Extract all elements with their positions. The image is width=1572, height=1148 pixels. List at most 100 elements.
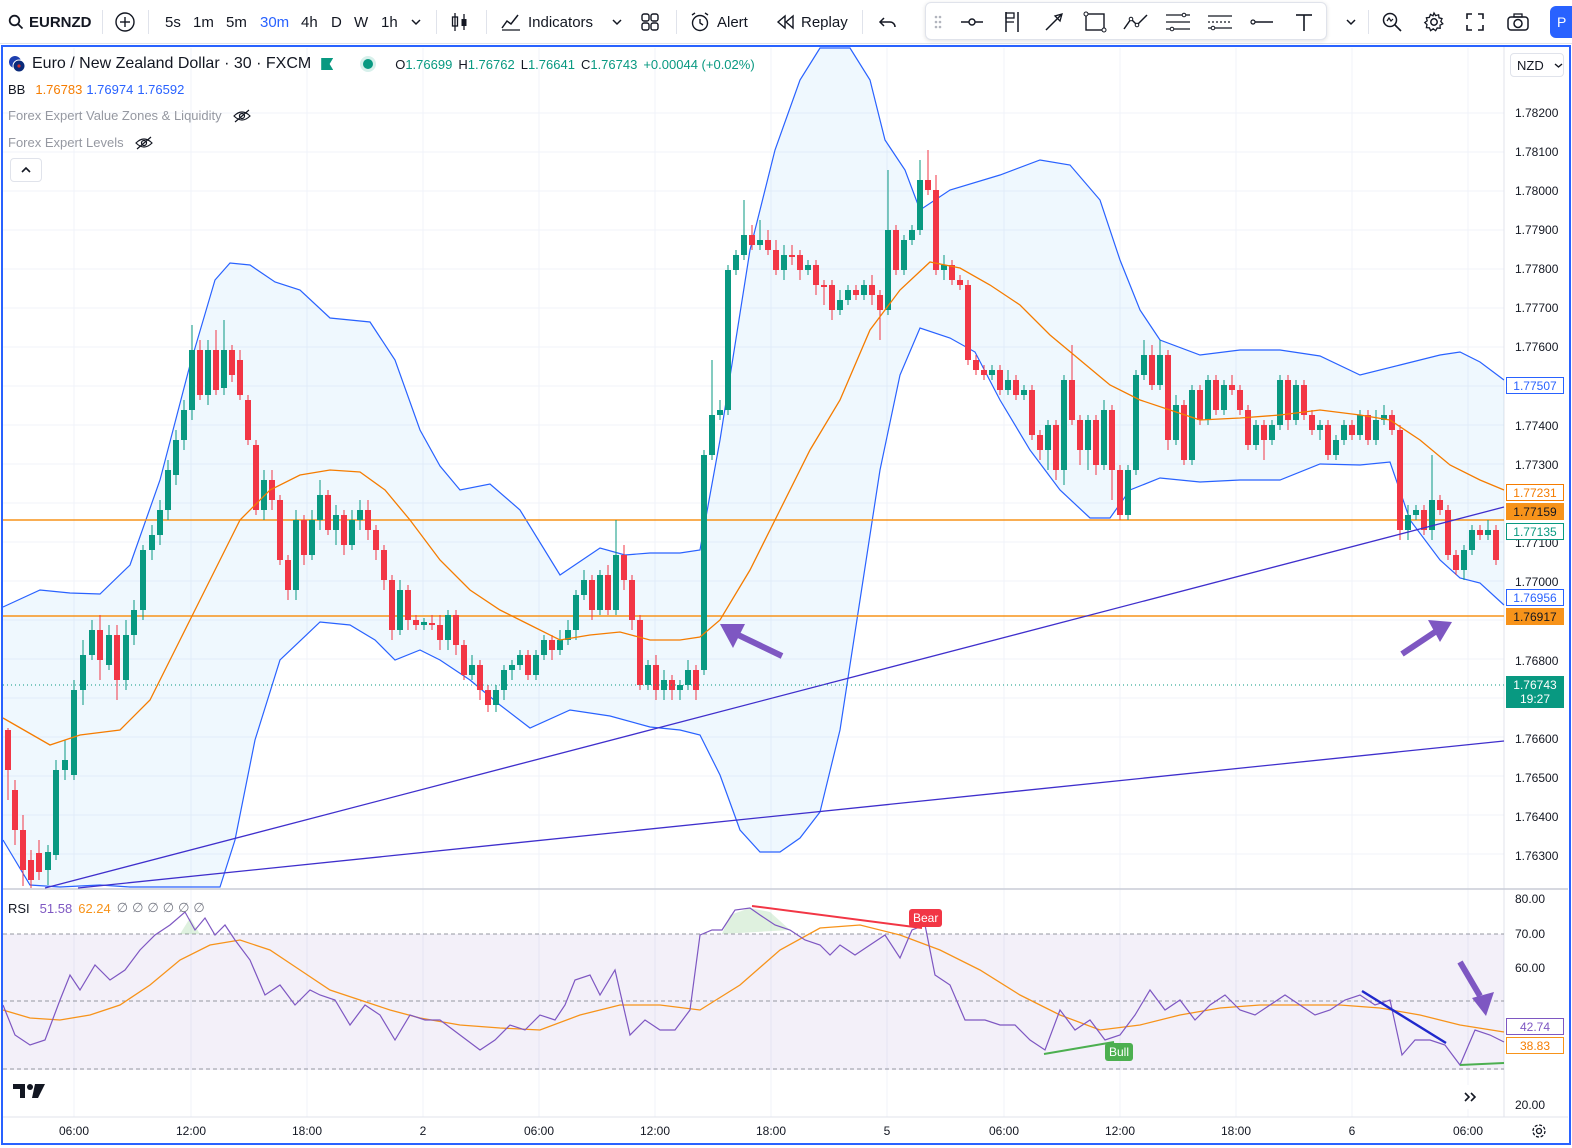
settings-button[interactable] xyxy=(1423,0,1445,44)
candle-up xyxy=(1101,410,1107,465)
tradingview-logo-icon xyxy=(13,1084,45,1098)
interval-1h[interactable]: 1h xyxy=(381,13,398,31)
interval-5s[interactable]: 5s xyxy=(165,13,181,31)
candle-up xyxy=(469,665,475,675)
candle-down xyxy=(1397,430,1403,530)
camera-icon xyxy=(1507,13,1529,31)
candle-down xyxy=(1213,380,1219,410)
replay-button[interactable]: Replay xyxy=(776,0,848,44)
drawings-dropdown[interactable] xyxy=(1345,0,1357,44)
candle-down xyxy=(653,665,659,690)
quick-search-button[interactable] xyxy=(1381,0,1403,44)
candle-up xyxy=(989,370,995,375)
candle-down xyxy=(957,280,963,285)
pattern-tool[interactable] xyxy=(1164,9,1192,35)
candle-up xyxy=(597,575,603,610)
price-tick: 1.76600 xyxy=(1515,732,1559,746)
candle-down xyxy=(1077,420,1083,450)
candle-up xyxy=(541,640,547,655)
candle-down xyxy=(893,230,899,270)
candle-up xyxy=(1021,390,1027,395)
horizontal-ray-tool[interactable] xyxy=(958,9,986,35)
low-value: 1.76641 xyxy=(527,56,575,72)
candle-up xyxy=(557,640,563,650)
candle-up xyxy=(573,595,579,630)
collapse-legend-button[interactable] xyxy=(10,158,42,182)
eye-hidden-icon[interactable] xyxy=(232,109,252,123)
candle-up xyxy=(317,495,323,520)
drag-handle-icon[interactable] xyxy=(930,9,946,35)
candle-up xyxy=(493,690,499,705)
candle-up xyxy=(1253,425,1259,445)
text-icon xyxy=(1296,14,1312,31)
candle-up xyxy=(509,665,515,670)
rectangle-icon xyxy=(1083,11,1107,33)
candle-down xyxy=(965,285,971,360)
trend-line-tool[interactable] xyxy=(1248,9,1276,35)
candle-up xyxy=(581,580,587,595)
indicators-dropdown[interactable] xyxy=(611,0,623,44)
axis-settings-button[interactable] xyxy=(1528,1120,1550,1142)
text-tool[interactable] xyxy=(1290,9,1318,35)
arrow-tool[interactable] xyxy=(1040,9,1068,35)
magnifier-spark-icon xyxy=(1382,12,1402,32)
scroll-to-realtime-button[interactable] xyxy=(1456,1085,1484,1109)
candle-up xyxy=(261,480,267,510)
undo-icon xyxy=(878,17,896,28)
candle-down xyxy=(1445,510,1451,555)
candle-down xyxy=(933,190,939,270)
publish-button[interactable]: P xyxy=(1550,6,1572,38)
alert-button[interactable]: Alert xyxy=(689,0,748,44)
currency-label: NZD xyxy=(1517,57,1544,73)
time-tick: 5 xyxy=(883,1124,891,1138)
chart-type-button[interactable] xyxy=(450,0,470,44)
indicator2-legend[interactable]: Forex Expert Levels xyxy=(8,135,154,150)
indicators-icon xyxy=(501,14,520,31)
measure-tool[interactable] xyxy=(1206,9,1234,35)
indicators-button[interactable]: Indicators xyxy=(500,0,593,44)
rsi-legend[interactable]: RSI 51.58 62.24 ∅ ∅ ∅ ∅ ∅ ∅ xyxy=(8,900,205,916)
compare-button[interactable] xyxy=(114,0,136,44)
path-tool[interactable] xyxy=(1122,9,1150,35)
candle-up xyxy=(1061,380,1067,470)
interval-30m[interactable]: 30m xyxy=(260,13,290,31)
interval-4h[interactable]: 4h xyxy=(301,13,318,31)
candle-down xyxy=(1349,425,1355,435)
candle-down xyxy=(301,520,307,555)
interval-d[interactable]: D xyxy=(331,13,342,31)
interval-dropdown[interactable] xyxy=(410,0,422,44)
rectangle-tool[interactable] xyxy=(1081,9,1109,35)
interval-w[interactable]: W xyxy=(354,13,369,31)
snapshot-button[interactable] xyxy=(1506,0,1530,44)
interval-1m[interactable]: 1m xyxy=(193,13,214,31)
indicator1-legend[interactable]: Forex Expert Value Zones & Liquidity xyxy=(8,108,252,123)
bb-legend[interactable]: BB 1.76783 1.76974 1.76592 xyxy=(8,82,184,97)
rsi-label: RSI xyxy=(8,900,30,916)
candle-down xyxy=(981,370,987,375)
gear-icon xyxy=(1423,11,1444,32)
currency-selector[interactable]: NZD xyxy=(1510,53,1564,77)
eye-hidden-icon[interactable] xyxy=(134,136,154,150)
fib-tool[interactable] xyxy=(999,9,1027,35)
candle-up xyxy=(1357,415,1363,435)
candle-down xyxy=(114,635,120,680)
chevron-down-icon xyxy=(1346,19,1356,26)
interval-5m[interactable]: 5m xyxy=(226,13,247,31)
time-tick: 12:00 xyxy=(175,1124,207,1138)
symbol-search-button[interactable]: EURNZD xyxy=(8,0,92,44)
candle-down xyxy=(12,790,18,830)
fullscreen-button[interactable] xyxy=(1465,0,1485,44)
candle-down xyxy=(525,655,531,675)
undo-button[interactable] xyxy=(878,0,898,44)
line-icon xyxy=(1250,19,1273,25)
candle-down xyxy=(1093,420,1099,465)
candle-up xyxy=(1221,385,1227,410)
candle-up xyxy=(533,655,539,675)
layouts-button[interactable] xyxy=(640,0,660,44)
candle-down xyxy=(1013,380,1019,395)
bear-divergence-label: Bear xyxy=(909,909,943,927)
last-price-tag: 1.76743 19:27 xyxy=(1506,676,1564,708)
candle-up xyxy=(613,555,619,610)
candle-down xyxy=(389,580,395,630)
